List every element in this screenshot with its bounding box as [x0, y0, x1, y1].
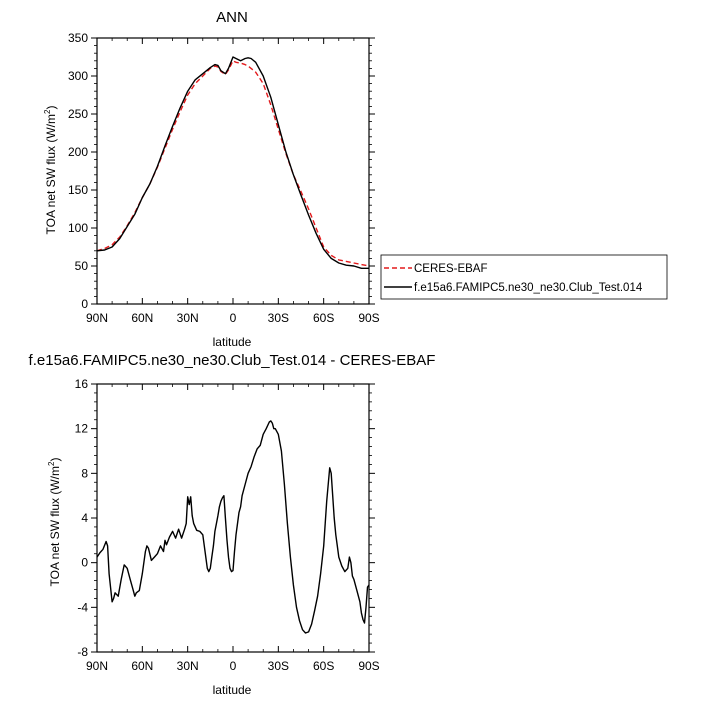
- bottom-x-tick-label: 0: [230, 659, 237, 673]
- top-series-group: [96, 56, 370, 269]
- top-y-tick-label: 100: [68, 221, 88, 235]
- bottom-x-tick-label: 90S: [358, 659, 379, 673]
- bottom-series-group: [96, 420, 370, 634]
- top-plot-frame: [96, 37, 370, 305]
- top-series-line-1: [96, 56, 369, 269]
- top-x-axis-label: latitude: [213, 335, 252, 349]
- bottom-y-tick-label: 4: [81, 511, 88, 525]
- top-x-tick-label: 30N: [177, 311, 199, 325]
- legend-label-ceres: CERES-EBAF: [414, 263, 488, 275]
- top-x-tick-label: 0: [230, 311, 237, 325]
- bottom-y-tick-label: -4: [77, 600, 88, 614]
- top-y-tick-label: 300: [68, 69, 88, 83]
- top-y-tick-label: 0: [81, 297, 88, 311]
- top-series-line-0: [96, 60, 370, 267]
- top-chart-title: ANN: [216, 9, 248, 26]
- bottom-x-tick-label: 90N: [86, 659, 108, 673]
- top-x-tick-label: 90S: [358, 311, 379, 325]
- bottom-chart-title: f.e15a6.FAMIPC5.ne30_ne30.Club_Test.014 …: [29, 352, 436, 369]
- bottom-panel: f.e15a6.FAMIPC5.ne30_ne30.Club_Test.014 …: [29, 352, 436, 697]
- top-x-tick-label: 60N: [131, 311, 153, 325]
- top-y-tick-label: 150: [68, 183, 88, 197]
- legend: CERES-EBAF f.e15a6.FAMIPC5.ne30_ne30.Clu…: [380, 254, 668, 300]
- bottom-y-tick-label: 12: [75, 422, 89, 436]
- top-panel: ANN latitude TOA net SW flux (W/m2) 90N 6…: [43, 9, 380, 349]
- top-y-tick-label: 200: [68, 145, 88, 159]
- bottom-x-tick-label: 30N: [177, 659, 199, 673]
- top-x-tick-label: 30S: [268, 311, 289, 325]
- bottom-series-line-0: [96, 420, 370, 634]
- top-x-tick-label: 60S: [313, 311, 334, 325]
- bottom-x-tick-label: 60S: [313, 659, 334, 673]
- top-ticks-group: 90N 60N 30N 0 30S 60S 90S 0 50 100 150 200 250 300 350: [68, 31, 380, 325]
- bottom-ticks-group: 90N 60N 30N 0 30S 60S 90S -8 -4 0 4 8 12 16: [75, 377, 380, 673]
- bottom-y-axis-label: TOA net SW flux (W/m2): [47, 458, 62, 587]
- legend-box: [380, 254, 668, 300]
- top-y-tick-label: 50: [75, 259, 89, 273]
- top-y-tick-label: 350: [68, 31, 88, 45]
- bottom-plot-frame: [96, 383, 370, 653]
- top-y-tick-label: 250: [68, 107, 88, 121]
- legend-label-model: f.e15a6.FAMIPC5.ne30_ne30.Club_Test.014: [414, 282, 643, 294]
- bottom-x-axis-label: latitude: [213, 683, 252, 697]
- bottom-y-tick-label: 16: [75, 377, 89, 391]
- top-x-tick-label: 90N: [86, 311, 108, 325]
- bottom-x-tick-label: 30S: [268, 659, 289, 673]
- bottom-y-tick-label: -8: [77, 645, 88, 659]
- bottom-y-tick-label: 0: [81, 556, 88, 570]
- bottom-x-tick-label: 60N: [131, 659, 153, 673]
- bottom-y-tick-label: 8: [81, 466, 88, 480]
- top-y-axis-label: TOA net SW flux (W/m2): [43, 106, 58, 235]
